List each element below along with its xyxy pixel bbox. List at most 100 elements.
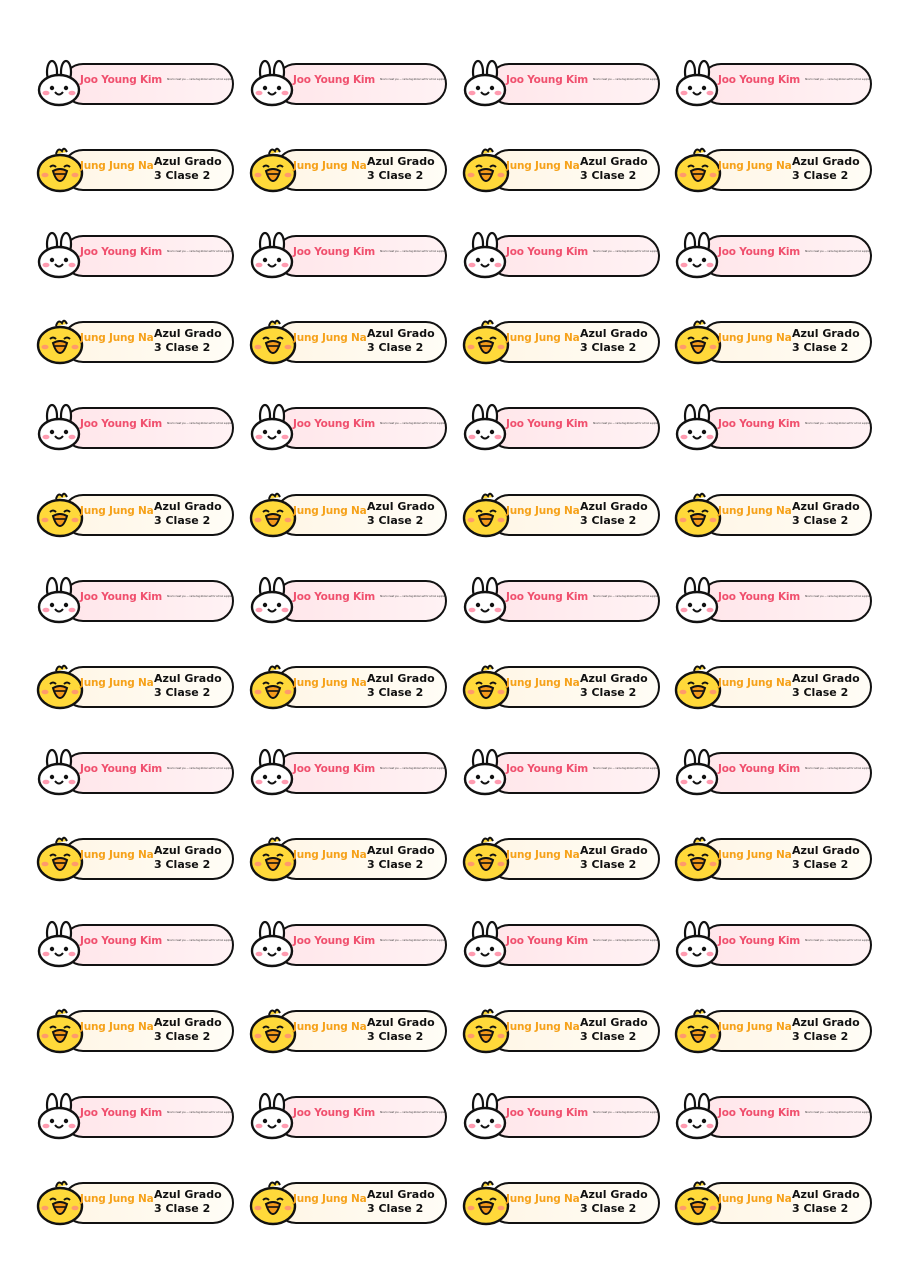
rabbit-name-label: Joo Young Kim Nice to meet you — name tag… (36, 231, 236, 281)
class-line-1: Azul Grado (792, 844, 860, 857)
child-name: Jung Jung Na (506, 1193, 580, 1205)
note-text: Nice to meet you — name tag sticker set … (593, 939, 659, 942)
note-text: Nice to meet you — name tag sticker set … (593, 767, 659, 770)
class-line-2: 3 Clase 2 (580, 1201, 637, 1215)
chick-face-icon (674, 836, 722, 882)
chick-face-icon (674, 664, 722, 710)
class-line-2: 3 Clase 2 (792, 513, 849, 527)
note-text: Nice to meet you — name tag sticker set … (380, 1111, 446, 1114)
class-info: Azul Grado 3 Clase 2 (367, 155, 435, 182)
rabbit-face-icon (675, 920, 719, 968)
label-pill (488, 407, 660, 449)
chick-face-icon (462, 319, 510, 365)
chick-face-icon (36, 1008, 84, 1054)
rabbit-face-icon (675, 576, 719, 624)
chick-face-icon (249, 492, 297, 538)
chick-name-label: Jung Jung Na Azul Grado 3 Clase 2 (674, 1006, 874, 1056)
note-text: Nice to meet you — name tag sticker set … (805, 595, 871, 598)
label-pill (275, 235, 447, 277)
chick-name-label: Jung Jung Na Azul Grado 3 Clase 2 (249, 317, 449, 367)
child-name: Jung Jung Na (80, 160, 154, 172)
class-line-1: Azul Grado (792, 1188, 860, 1201)
chick-name-label: Jung Jung Na Azul Grado 3 Clase 2 (36, 317, 236, 367)
class-info: Azul Grado 3 Clase 2 (580, 155, 648, 182)
label-pill (275, 63, 447, 105)
rabbit-name-label: Joo Young Kim Nice to meet you — name tag… (462, 231, 662, 281)
class-line-2: 3 Clase 2 (792, 1201, 849, 1215)
rabbit-face-icon (250, 59, 294, 107)
rabbit-face-icon (675, 59, 719, 107)
chick-face-icon (462, 492, 510, 538)
label-pill (488, 1182, 660, 1224)
class-line-2: 3 Clase 2 (580, 685, 637, 699)
child-name: Joo Young Kim (718, 935, 801, 947)
rabbit-face-icon (250, 231, 294, 279)
chick-name-label: Jung Jung Na Azul Grado 3 Clase 2 (249, 1178, 449, 1228)
label-pill (700, 321, 872, 363)
class-line-2: 3 Clase 2 (792, 340, 849, 354)
class-info: Azul Grado 3 Clase 2 (580, 327, 648, 354)
chick-name-label: Jung Jung Na Azul Grado 3 Clase 2 (36, 145, 236, 195)
chick-face-icon (36, 147, 84, 193)
rabbit-face-icon (463, 403, 507, 451)
label-pill (62, 838, 234, 880)
rabbit-face-icon (37, 403, 81, 451)
chick-face-icon (249, 1008, 297, 1054)
label-pill (700, 235, 872, 277)
label-pill (275, 752, 447, 794)
rabbit-face-icon (463, 748, 507, 796)
label-pill (700, 1182, 872, 1224)
label-pill (275, 407, 447, 449)
label-pill (62, 666, 234, 708)
child-name: Jung Jung Na (718, 505, 792, 517)
class-line-1: Azul Grado (792, 672, 860, 685)
rabbit-name-label: Joo Young Kim Nice to meet you — name tag… (674, 59, 874, 109)
child-name: Joo Young Kim (506, 1107, 589, 1119)
class-line-2: 3 Clase 2 (154, 1029, 211, 1043)
note-text: Nice to meet you — name tag sticker set … (380, 939, 446, 942)
note-text: Nice to meet you — name tag sticker set … (593, 250, 659, 253)
child-name: Joo Young Kim (293, 74, 376, 86)
class-line-1: Azul Grado (367, 672, 435, 685)
note-text: Nice to meet you — name tag sticker set … (380, 250, 446, 253)
chick-name-label: Jung Jung Na Azul Grado 3 Clase 2 (674, 317, 874, 367)
class-line-2: 3 Clase 2 (792, 1029, 849, 1043)
child-name: Joo Young Kim (506, 763, 589, 775)
child-name: Joo Young Kim (80, 763, 163, 775)
chick-name-label: Jung Jung Na Azul Grado 3 Clase 2 (462, 834, 662, 884)
child-name: Jung Jung Na (718, 332, 792, 344)
rabbit-name-label: Joo Young Kim Nice to meet you — name tag… (36, 59, 236, 109)
class-info: Azul Grado 3 Clase 2 (154, 500, 222, 527)
class-line-1: Azul Grado (367, 500, 435, 513)
rabbit-face-icon (37, 576, 81, 624)
class-line-1: Azul Grado (792, 327, 860, 340)
child-name: Joo Young Kim (80, 935, 163, 947)
label-pill (700, 752, 872, 794)
label-pill (488, 1010, 660, 1052)
child-name: Jung Jung Na (506, 332, 580, 344)
label-pill (700, 924, 872, 966)
class-info: Azul Grado 3 Clase 2 (792, 155, 860, 182)
label-pill (62, 924, 234, 966)
rabbit-face-icon (463, 231, 507, 279)
class-line-1: Azul Grado (154, 155, 222, 168)
label-pill (488, 63, 660, 105)
label-pill (275, 666, 447, 708)
child-name: Joo Young Kim (293, 763, 376, 775)
chick-name-label: Jung Jung Na Azul Grado 3 Clase 2 (249, 834, 449, 884)
note-text: Nice to meet you — name tag sticker set … (805, 767, 871, 770)
chick-face-icon (674, 147, 722, 193)
class-line-1: Azul Grado (580, 1188, 648, 1201)
label-pill (700, 1010, 872, 1052)
label-pill (488, 1096, 660, 1138)
class-line-2: 3 Clase 2 (580, 340, 637, 354)
chick-name-label: Jung Jung Na Azul Grado 3 Clase 2 (36, 662, 236, 712)
child-name: Joo Young Kim (718, 1107, 801, 1119)
chick-face-icon (36, 319, 84, 365)
label-pill (62, 580, 234, 622)
class-info: Azul Grado 3 Clase 2 (367, 327, 435, 354)
label-pill (700, 580, 872, 622)
chick-face-icon (674, 1180, 722, 1226)
rabbit-name-label: Joo Young Kim Nice to meet you — name tag… (249, 920, 449, 970)
label-pill (62, 494, 234, 536)
